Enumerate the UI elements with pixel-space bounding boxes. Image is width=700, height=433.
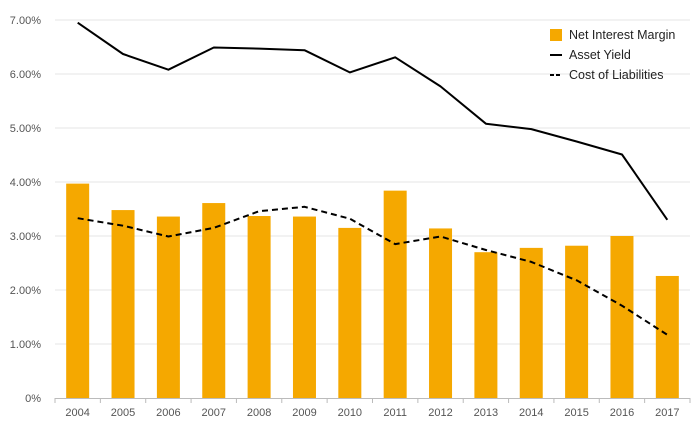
x-tick-label: 2009 [292, 407, 316, 419]
y-tick-label: 5.00% [10, 123, 41, 135]
y-tick-label: 3.00% [10, 231, 41, 243]
legend-swatch [550, 29, 562, 41]
bar [383, 190, 407, 398]
y-tick-label: 7.00% [10, 15, 41, 27]
x-tick-label: 2007 [202, 407, 226, 419]
bar [338, 227, 362, 398]
x-tick-label: 2015 [564, 407, 588, 419]
y-tick-label: 2.00% [10, 285, 41, 297]
line-series [77, 21, 669, 336]
legend-label: Net Interest Margin [569, 28, 675, 42]
bar [111, 210, 135, 398]
series-line [77, 21, 669, 221]
bar [474, 252, 498, 398]
bar [66, 183, 90, 398]
y-tick-label: 1.00% [10, 339, 41, 351]
y-tick-label: 4.00% [10, 177, 41, 189]
bar [429, 228, 453, 398]
bar [565, 245, 589, 398]
x-tick-label: 2011 [383, 407, 407, 419]
series-line [77, 205, 668, 336]
x-tick-label: 2008 [247, 407, 271, 419]
bar [519, 247, 543, 398]
legend-label: Asset Yield [569, 48, 631, 62]
x-tick-label: 2004 [65, 407, 89, 419]
x-tick-label: 2012 [428, 407, 452, 419]
axes: 0% 1.00% 2.00% 3.00% 4.00% 5.00% 6.00% 7.00% 200… [10, 15, 691, 419]
bar [655, 275, 679, 398]
bar [156, 216, 180, 398]
y-tick-label: 6.00% [10, 69, 41, 81]
bar [610, 236, 634, 398]
x-tick-label: 2014 [519, 407, 543, 419]
x-tick-label: 2017 [655, 407, 679, 419]
bar [202, 203, 226, 398]
x-tick-label: 2016 [610, 407, 634, 419]
legend: Net Interest Margin Asset Yield Cost of Li… [550, 28, 675, 82]
y-tick-label: 0% [25, 393, 41, 405]
x-tick-label: 2013 [474, 407, 498, 419]
legend-label: Cost of Liabilities [569, 68, 664, 82]
bar [247, 216, 271, 398]
x-tick-label: 2006 [156, 407, 180, 419]
x-tick-label: 2010 [338, 407, 362, 419]
bar-series [66, 183, 679, 398]
x-tick-label: 2005 [111, 407, 135, 419]
bar [292, 216, 316, 398]
